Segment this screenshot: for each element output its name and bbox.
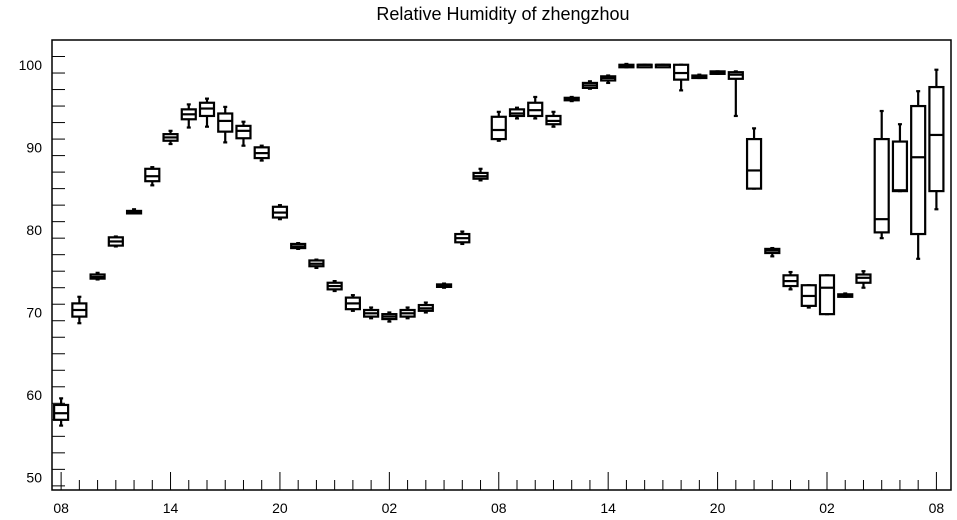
box-33 <box>654 63 671 69</box>
box-13 <box>290 242 307 250</box>
box-30 <box>600 74 617 85</box>
box-5 <box>144 166 161 187</box>
iqr-box <box>745 137 763 190</box>
iqr-box <box>928 85 945 193</box>
iqr-box <box>891 140 909 193</box>
box-3 <box>107 235 124 248</box>
box-6 <box>162 129 179 146</box>
box-43 <box>837 292 854 298</box>
box-47 <box>910 90 927 260</box>
box-23 <box>472 167 489 182</box>
y-tick-label: 90 <box>26 139 42 155</box>
box-46 <box>891 123 909 193</box>
box-36 <box>709 70 726 75</box>
box-8 <box>198 97 216 128</box>
box-12 <box>271 204 289 221</box>
box-16 <box>344 294 361 312</box>
box-37 <box>727 70 744 118</box>
x-tick-label: 14 <box>600 500 616 516</box>
box-21 <box>435 282 453 289</box>
x-tick-label: 08 <box>53 500 69 516</box>
x-axis: 08 14 20 02 08 14 20 02 08 <box>53 472 944 516</box>
iqr-box <box>818 274 836 316</box>
x-tick-label: 02 <box>382 500 398 516</box>
box-19 <box>399 306 416 320</box>
x-tick-label: 20 <box>710 500 726 516</box>
box-31 <box>618 62 635 69</box>
box-45 <box>873 109 890 240</box>
box-40 <box>782 270 799 291</box>
box-27 <box>545 110 562 128</box>
y-axis: 50 60 70 80 90 100 <box>19 39 65 487</box>
y-tick-label: 50 <box>26 470 42 486</box>
chart-title: Relative Humidity of zhengzhou <box>376 4 630 24</box>
box-41 <box>800 284 817 309</box>
iqr-box <box>873 137 890 234</box>
y-tick-label: 60 <box>26 387 42 403</box>
iqr-box <box>235 124 252 140</box>
box-32 <box>636 63 653 69</box>
box-28 <box>563 95 580 103</box>
iqr-box <box>217 112 234 133</box>
y-tick-label: 80 <box>26 222 42 238</box>
x-tick-label: 02 <box>819 500 835 516</box>
box-9 <box>217 105 234 144</box>
box-1 <box>71 295 88 325</box>
box-11 <box>253 144 270 162</box>
box-24 <box>490 110 507 142</box>
box-26 <box>527 95 544 120</box>
box-34 <box>673 63 690 92</box>
iqr-box <box>910 104 927 236</box>
iqr-box <box>490 115 507 141</box>
box-10 <box>235 120 252 147</box>
box-39 <box>764 246 781 258</box>
box-4 <box>125 208 143 215</box>
x-tick-label: 14 <box>163 500 179 516</box>
x-tick-label: 08 <box>491 500 507 516</box>
iqr-box <box>144 167 161 183</box>
box-48 <box>928 68 945 211</box>
box-22 <box>454 230 471 246</box>
box-17 <box>363 306 380 320</box>
x-tick-label: 08 <box>929 500 945 516</box>
box-42 <box>818 274 836 316</box>
box-2 <box>89 271 106 281</box>
box-35 <box>691 73 708 80</box>
box-0 <box>53 397 70 427</box>
box-44 <box>855 270 872 289</box>
box-29 <box>581 80 599 90</box>
box-14 <box>308 258 325 269</box>
box-38 <box>745 127 763 190</box>
box-25 <box>508 106 526 120</box>
box-18 <box>381 311 398 323</box>
box-7 <box>180 103 197 129</box>
y-tick-label: 100 <box>19 57 43 73</box>
box-20 <box>417 301 434 314</box>
box-15 <box>326 280 343 293</box>
plot-frame <box>51 39 952 491</box>
box-series <box>53 62 945 427</box>
x-tick-label: 20 <box>272 500 288 516</box>
y-tick-label: 70 <box>26 304 42 320</box>
